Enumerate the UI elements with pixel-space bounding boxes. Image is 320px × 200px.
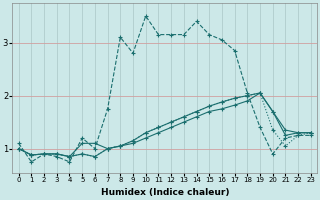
X-axis label: Humidex (Indice chaleur): Humidex (Indice chaleur) (100, 188, 229, 197)
